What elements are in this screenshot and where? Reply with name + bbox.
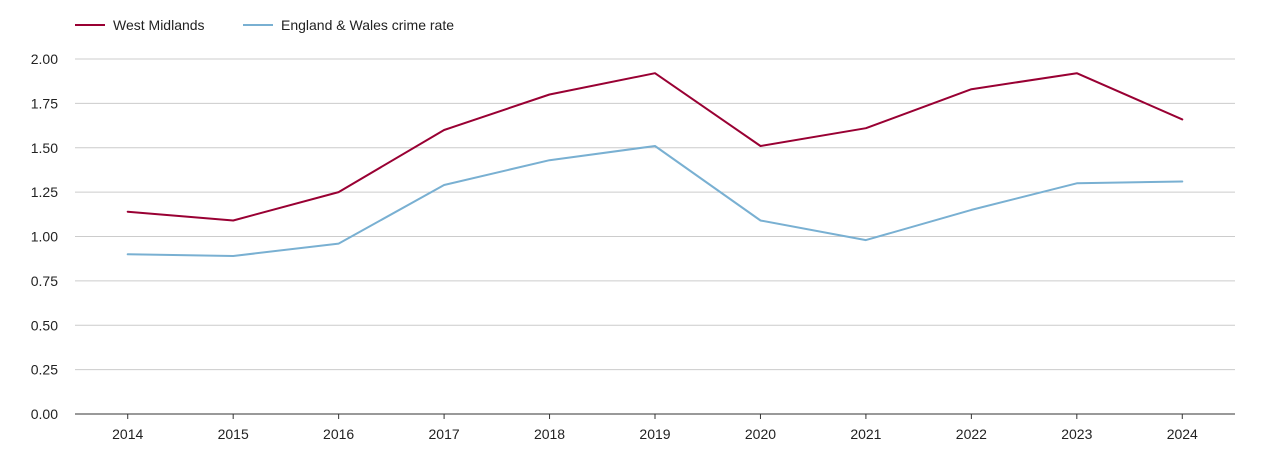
y-axis: 0.00 0.25 0.50 0.75 1.00 1.25 1.50 1.75 2.00: [31, 51, 58, 422]
x-tick-label: 2024: [1167, 426, 1198, 442]
y-tick-label: 1.25: [31, 184, 58, 200]
x-tick-label: 2019: [639, 426, 670, 442]
x-axis: 2014 2015 2016 2017 2018 2019 2020 2021 2022 2023…: [75, 414, 1235, 442]
series-layer: [128, 73, 1183, 256]
y-tick-label: 1.00: [31, 229, 58, 245]
x-tick-label: 2016: [323, 426, 354, 442]
legend-label: England & Wales crime rate: [281, 17, 454, 33]
x-tick-label: 2014: [112, 426, 143, 442]
gridlines: [75, 59, 1235, 370]
legend-item: England & Wales crime rate: [243, 17, 454, 33]
x-tick-label: 2022: [956, 426, 987, 442]
legend-label: West Midlands: [113, 17, 205, 33]
y-tick-label: 1.75: [31, 95, 58, 111]
x-tick-label: 2021: [850, 426, 881, 442]
y-tick-label: 0.00: [31, 406, 58, 422]
x-tick-label: 2017: [429, 426, 460, 442]
y-tick-label: 0.50: [31, 317, 58, 333]
series-line-england-wales: [128, 146, 1183, 256]
y-tick-label: 1.50: [31, 140, 58, 156]
y-tick-label: 0.75: [31, 273, 58, 289]
y-tick-label: 0.25: [31, 362, 58, 378]
legend: West Midlands England & Wales crime rate: [75, 17, 454, 33]
x-tick-label: 2020: [745, 426, 776, 442]
y-tick-label: 2.00: [31, 51, 58, 67]
x-tick-label: 2023: [1061, 426, 1092, 442]
legend-item: West Midlands: [75, 17, 205, 33]
x-tick-label: 2018: [534, 426, 565, 442]
x-tick-label: 2015: [218, 426, 249, 442]
